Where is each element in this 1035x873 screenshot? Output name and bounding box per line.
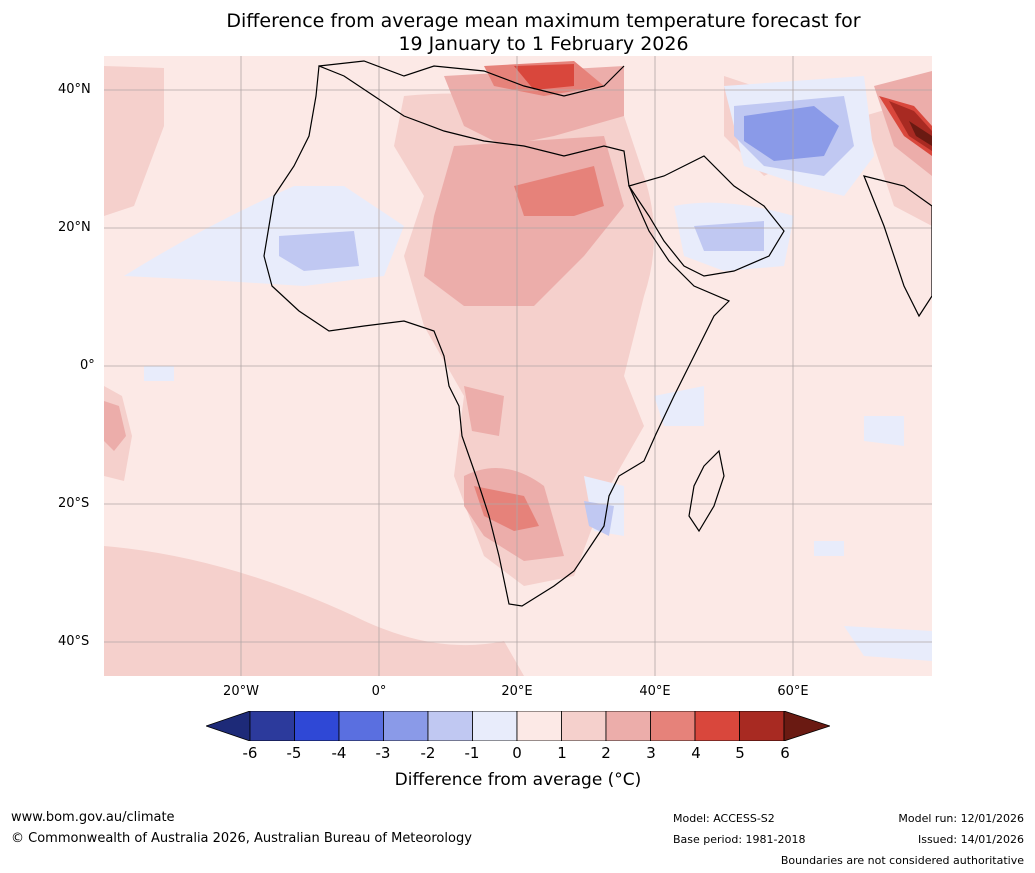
lat-label-40s: 40°S: [58, 634, 90, 649]
colorbar-swatch: [605, 711, 651, 741]
lat-label-20n: 20°N: [58, 220, 91, 235]
colorbar-swatch: [561, 711, 607, 741]
colorbar-tick-label: -5: [286, 744, 302, 762]
colorbar-swatch: [650, 711, 696, 741]
footer-base-period: Base period: 1981-2018: [673, 833, 806, 846]
colorbar-swatch: [427, 711, 473, 741]
colorbar-swatch: [383, 711, 429, 741]
colorbar-tick-label: -3: [375, 744, 391, 762]
lon-label-20w: 20°W: [223, 684, 259, 699]
footer-model-run: Model run: 12/01/2026: [898, 812, 1024, 825]
lon-label-60e: 60°E: [777, 684, 809, 699]
colorbar-swatch: [516, 711, 562, 741]
colorbar-extend-high: [783, 711, 830, 741]
lon-label-0: 0°: [371, 684, 387, 699]
footer-model: Model: ACCESS-S2: [673, 812, 775, 825]
colorbar: [206, 711, 830, 741]
madagascar-coastline: [688, 449, 725, 533]
graticule: [104, 56, 932, 676]
map-title-line1: Difference from average mean maximum tem…: [226, 10, 861, 32]
lat-label-0: 0°: [80, 358, 95, 373]
colorbar-swatch: [294, 711, 340, 741]
colorbar-tick-label: 6: [780, 744, 790, 762]
footer-website: www.bom.gov.au/climate: [11, 810, 175, 825]
africa-coastline: [263, 65, 731, 607]
colorbar-tick-label: -1: [464, 744, 480, 762]
footer-copyright: © Commonwealth of Australia 2026, Austra…: [11, 831, 472, 846]
europe-coastline: [318, 60, 625, 97]
coastlines: [263, 60, 932, 607]
temperature-anomaly-map: [104, 56, 932, 676]
lon-label-20e: 20°E: [501, 684, 533, 699]
india-coastline: [863, 175, 932, 318]
footer-disclaimer: Boundaries are not considered authoritat…: [780, 854, 1024, 867]
anomaly-plus-6: [909, 121, 932, 146]
colorbar-swatch: [338, 711, 384, 741]
colorbar-tick-label: -6: [242, 744, 258, 762]
colorbar-tick-label: -2: [420, 744, 436, 762]
lon-label-40e: 40°E: [639, 684, 671, 699]
lat-label-40n: 40°N: [58, 82, 91, 97]
colorbar-label: Difference from average (°C): [394, 770, 642, 790]
colorbar-swatch: [249, 711, 295, 741]
colorbar-tick-label: -4: [331, 744, 347, 762]
anomaly-minus-3-2: [744, 106, 839, 161]
colorbar-tick-label: 0: [512, 744, 522, 762]
colorbar-tick-label: 3: [646, 744, 656, 762]
footer-issued: Issued: 14/01/2026: [917, 833, 1024, 846]
colorbar-tick-label: 5: [735, 744, 745, 762]
colorbar-tick-label: 2: [601, 744, 611, 762]
arabia-coastline: [628, 155, 785, 277]
colorbar-tick-label: 1: [557, 744, 567, 762]
colorbar-swatch: [472, 711, 518, 741]
colorbar-extend-low: [206, 711, 251, 741]
colorbar-swatch: [694, 711, 740, 741]
lat-label-20s: 20°S: [58, 496, 90, 511]
map-title-line2: 19 January to 1 February 2026: [398, 33, 689, 55]
colorbar-swatch: [739, 711, 785, 741]
colorbar-tick-label: 4: [691, 744, 701, 762]
